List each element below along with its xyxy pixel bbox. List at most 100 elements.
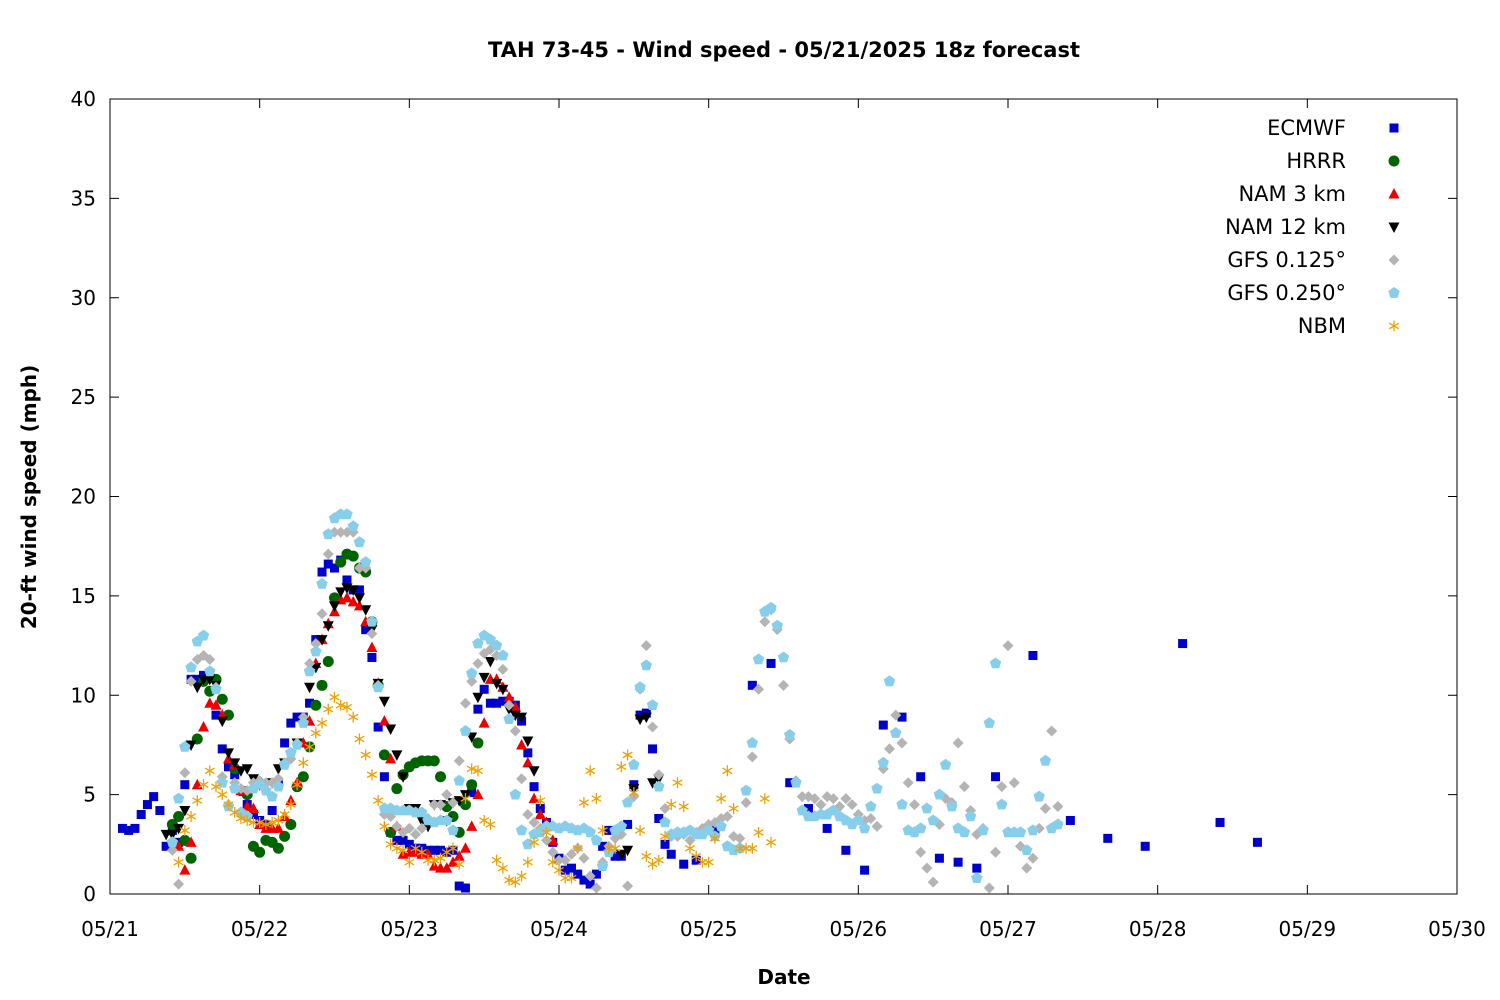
data-point-ecmwf	[991, 772, 1001, 782]
data-point-gfs-0-125	[453, 755, 465, 767]
data-point-nam-12-km	[391, 750, 403, 761]
data-point-ecmwf	[192, 674, 202, 684]
data-point-nbm	[684, 842, 696, 854]
data-point-gfs-0-125	[204, 653, 216, 665]
data-point-ecmwf	[230, 770, 240, 780]
legend-label-gfs-0-250: GFS 0.250°	[1227, 281, 1346, 305]
data-point-nbm	[398, 844, 409, 856]
data-point-gfs-0-125	[185, 675, 197, 687]
legend-label-ecmwf: ECMWF	[1267, 116, 1346, 140]
data-point-gfs-0-125	[927, 876, 939, 888]
legend-marker-nam-12-km	[1388, 222, 1400, 233]
data-point-nam-12-km	[347, 585, 359, 596]
legend-marker-gfs-0-250	[1388, 287, 1400, 298]
data-point-ecmwf	[934, 853, 944, 863]
data-point-nbm	[254, 816, 265, 828]
data-point-nam-12-km	[491, 678, 503, 690]
data-point-nbm	[622, 749, 633, 761]
data-point-nam-12-km	[204, 674, 216, 686]
data-point-gfs-0-125	[902, 777, 914, 789]
y-tick-label: 30	[71, 286, 96, 310]
data-point-ecmwf	[666, 849, 676, 859]
data-point-hrrr	[316, 679, 328, 691]
data-point-nbm	[641, 850, 652, 862]
y-tick-label: 5	[83, 783, 96, 807]
legend-label-nbm: NBM	[1298, 314, 1346, 338]
data-point-gfs-0-125	[740, 797, 752, 809]
data-point-nam-12-km	[453, 796, 465, 807]
data-point-gfs-0-250	[484, 633, 497, 645]
x-tick-label: 05/30	[1428, 917, 1486, 941]
data-point-ecmwf	[841, 845, 851, 855]
data-point-ecmwf	[267, 806, 277, 816]
data-point-gfs-0-125	[990, 846, 1002, 858]
x-tick-label: 05/26	[830, 917, 888, 941]
data-point-gfs-0-125	[316, 608, 328, 620]
data-point-nam-12-km	[179, 806, 191, 817]
data-point-ecmwf	[1028, 651, 1038, 660]
data-point-nbm	[373, 795, 384, 807]
data-point-gfs-0-125	[721, 810, 733, 822]
data-point-ecmwf	[598, 841, 608, 851]
x-axis-label: Date	[757, 965, 810, 989]
data-point-nbm	[610, 842, 621, 854]
data-point-hrrr	[285, 818, 297, 830]
data-point-gfs-0-250	[416, 806, 428, 818]
data-point-hrrr	[428, 755, 440, 767]
data-point-ecmwf	[604, 825, 614, 835]
data-point-gfs-0-250	[297, 717, 309, 728]
data-point-ecmwf	[897, 712, 907, 722]
data-point-nam-12-km	[497, 684, 509, 696]
data-point-nam-3-km	[173, 840, 185, 851]
data-point-gfs-0-125	[459, 697, 471, 709]
data-point-ecmwf	[953, 857, 963, 867]
x-tick-label: 05/28	[1129, 917, 1187, 941]
y-tick-label: 25	[71, 385, 96, 409]
data-point-ecmwf	[305, 698, 315, 708]
data-point-gfs-0-125	[983, 882, 995, 894]
data-point-nbm	[466, 763, 477, 775]
data-point-gfs-0-250	[353, 536, 366, 548]
data-point-nbm	[204, 765, 215, 777]
data-point-nam-3-km	[272, 822, 284, 833]
data-point-ecmwf	[1103, 833, 1113, 843]
data-point-gfs-0-250	[771, 619, 783, 631]
data-point-gfs-0-250	[322, 528, 334, 540]
series-nam-3-km	[173, 591, 559, 875]
data-point-gfs-0-250	[197, 629, 210, 641]
data-point-nbm	[192, 795, 203, 807]
data-point-hrrr	[335, 556, 347, 568]
data-point-nam-12-km	[522, 736, 534, 747]
data-point-nbm	[765, 836, 777, 848]
data-point-ecmwf	[785, 778, 795, 788]
data-point-ecmwf	[130, 823, 140, 833]
data-point-gfs-0-125	[958, 781, 970, 793]
data-point-gfs-0-250	[915, 822, 927, 834]
data-point-ecmwf	[679, 859, 689, 869]
data-point-ecmwf	[1252, 837, 1262, 847]
data-point-gfs-0-125	[472, 657, 484, 669]
data-point-gfs-0-250	[646, 699, 659, 710]
data-point-gfs-0-250	[964, 810, 977, 822]
data-point-ecmwf	[248, 810, 258, 819]
data-point-gfs-0-250	[185, 661, 197, 673]
data-point-nbm	[491, 854, 502, 866]
data-point-gfs-0-125	[403, 822, 415, 834]
data-point-nam-12-km	[241, 764, 253, 775]
data-point-nam-3-km	[347, 595, 359, 607]
data-point-gfs-0-125	[746, 751, 758, 763]
data-point-gfs-0-250	[1027, 824, 1039, 836]
data-point-gfs-0-250	[983, 717, 995, 728]
data-point-gfs-0-125	[815, 799, 827, 811]
data-point-gfs-0-250	[229, 782, 241, 794]
data-point-gfs-0-250	[871, 782, 883, 794]
data-point-nbm	[348, 711, 359, 723]
data-point-nam-3-km	[179, 864, 191, 875]
data-point-gfs-0-125	[416, 822, 428, 834]
data-point-gfs-0-125	[166, 844, 178, 856]
data-point-ecmwf	[591, 869, 601, 879]
data-point-gfs-0-250	[790, 776, 802, 788]
data-point-ecmwf	[361, 625, 371, 635]
data-point-nbm	[267, 816, 278, 828]
